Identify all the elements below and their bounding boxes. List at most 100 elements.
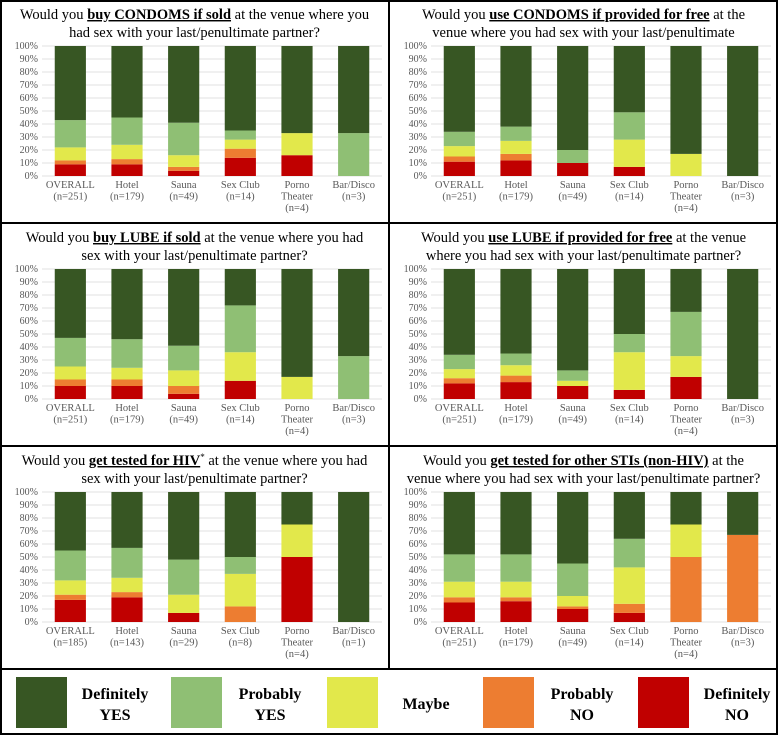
x-category-label: (n=3) xyxy=(731,415,755,426)
x-category-label: Sex Club xyxy=(221,403,260,414)
y-tick-label: 30% xyxy=(20,578,38,589)
y-tick-label: 50% xyxy=(409,552,427,563)
x-category-label: OVERALL xyxy=(46,403,95,414)
x-category-label: Sex Club xyxy=(610,403,649,414)
y-tick-label: 40% xyxy=(409,119,427,130)
x-category-label: OVERALL xyxy=(46,180,95,191)
bar-segment-maybe xyxy=(557,596,589,607)
bar-segment-maybe xyxy=(500,581,532,598)
bar-segment-maybe xyxy=(54,580,86,595)
bar-segment-definitely-no xyxy=(613,389,645,399)
x-category-label: Porno xyxy=(284,626,309,637)
title-emphasis: use CONDOMS if provided for free xyxy=(489,7,710,23)
x-category-label: (n=49) xyxy=(558,415,587,426)
bar-segment-definitely-no xyxy=(54,386,86,399)
x-category-label: (n=49) xyxy=(169,415,198,426)
legend-label: Definitely xyxy=(704,686,771,703)
y-tick-label: 90% xyxy=(409,54,427,65)
bar-segment-maybe xyxy=(613,567,645,604)
y-tick-label: 70% xyxy=(20,526,38,537)
bar-segment-maybe xyxy=(613,352,645,390)
y-tick-label: 60% xyxy=(409,93,427,104)
bar-segment-definitely-yes xyxy=(168,269,200,346)
bar-segment-maybe xyxy=(500,140,532,154)
legend-swatch xyxy=(638,677,689,728)
legend-label: YES xyxy=(254,707,285,724)
x-category-label: Porno xyxy=(673,180,698,191)
y-tick-label: 40% xyxy=(20,342,38,353)
bar-segment-definitely-no xyxy=(443,383,475,399)
bar-segment-definitely-yes xyxy=(443,46,475,132)
bar-segment-probably-yes xyxy=(224,130,256,140)
title-text: Would you xyxy=(423,453,490,469)
bar-segment-definitely-yes xyxy=(613,46,645,113)
bar-segment-definitely-yes xyxy=(338,269,370,357)
x-category-label: (n=49) xyxy=(558,638,587,649)
y-tick-label: 0% xyxy=(414,171,427,182)
bar-segment-definitely-no xyxy=(111,386,143,399)
x-category-label: Sauna xyxy=(560,403,586,414)
bar-segment-probably-yes xyxy=(500,353,532,366)
y-tick-label: 90% xyxy=(20,54,38,65)
x-category-label: (n=4) xyxy=(674,649,698,660)
chart-title-line: Would you get tested for other STIs (non… xyxy=(423,453,744,469)
chart-title-line: sex with your last/penultimate partner? xyxy=(81,248,307,264)
x-category-label: (n=251) xyxy=(53,192,87,203)
y-tick-label: 80% xyxy=(409,67,427,78)
bar-segment-definitely-no xyxy=(500,160,532,176)
bar-segment-definitely-yes xyxy=(54,46,86,121)
legend-swatch xyxy=(483,677,534,728)
bar-segment-probably-no xyxy=(168,386,200,394)
bar-segment-probably-yes xyxy=(613,334,645,353)
bar-segment-definitely-yes xyxy=(111,269,143,340)
x-category-label: (n=4) xyxy=(285,649,309,660)
bar-segment-probably-yes xyxy=(111,339,143,368)
y-tick-label: 60% xyxy=(20,539,38,550)
chart-panels: Would you buy CONDOMS if sold at the ven… xyxy=(15,7,771,660)
x-category-label: Sauna xyxy=(560,180,586,191)
bar-segment-probably-no xyxy=(224,606,256,622)
x-category-label: Hotel xyxy=(504,180,527,191)
bar-segment-probably-no xyxy=(224,148,256,158)
bar-segment-definitely-yes xyxy=(500,46,532,127)
x-category-label: (n=179) xyxy=(499,638,533,649)
x-category-label: Bar/Disco xyxy=(332,403,375,414)
bar-segment-probably-yes xyxy=(557,563,589,596)
bar-segment-probably-yes xyxy=(443,354,475,370)
bar-segment-definitely-yes xyxy=(111,492,143,548)
bar-segment-probably-yes xyxy=(168,559,200,595)
chart-title-line: had sex with your last/penultimate partn… xyxy=(69,25,320,41)
bar-segment-definitely-yes xyxy=(281,46,313,134)
x-category-label: Theater xyxy=(281,415,314,426)
bar-segment-probably-yes xyxy=(670,311,702,357)
y-tick-label: 90% xyxy=(20,277,38,288)
bar-segment-definitely-yes xyxy=(443,269,475,355)
title-text: at the venue where you xyxy=(231,7,369,23)
y-tick-label: 10% xyxy=(20,158,38,169)
chart-title-line: Would you buy CONDOMS if sold at the ven… xyxy=(20,7,369,23)
bar-segment-definitely-yes xyxy=(670,492,702,525)
y-tick-label: 0% xyxy=(25,617,38,628)
bar-segment-probably-no xyxy=(54,594,86,600)
bar-segment-probably-no xyxy=(500,597,532,602)
x-category-label: (n=1) xyxy=(342,638,366,649)
bar-segment-probably-no xyxy=(727,534,759,622)
bar-segment-definitely-no xyxy=(281,155,313,176)
bar-segment-maybe xyxy=(281,376,313,399)
title-text: Would you xyxy=(26,230,93,246)
chart-title-line: sex with your last/penultimate partner? xyxy=(81,471,307,487)
title-text: Would you xyxy=(20,7,87,23)
bar-segment-definitely-yes xyxy=(338,46,370,134)
bar-segment-definitely-yes xyxy=(727,492,759,535)
x-category-label: OVERALL xyxy=(46,626,95,637)
x-category-label: Hotel xyxy=(504,403,527,414)
bar-segment-definitely-no xyxy=(557,609,589,622)
bar-segment-definitely-yes xyxy=(557,269,589,371)
x-category-label: Sex Club xyxy=(610,626,649,637)
title-text: venue where you had sex with your last/p… xyxy=(432,25,734,41)
bar-segment-definitely-yes xyxy=(111,46,143,118)
bar-segment-maybe xyxy=(224,139,256,149)
y-tick-label: 80% xyxy=(20,290,38,301)
y-tick-label: 70% xyxy=(409,303,427,314)
